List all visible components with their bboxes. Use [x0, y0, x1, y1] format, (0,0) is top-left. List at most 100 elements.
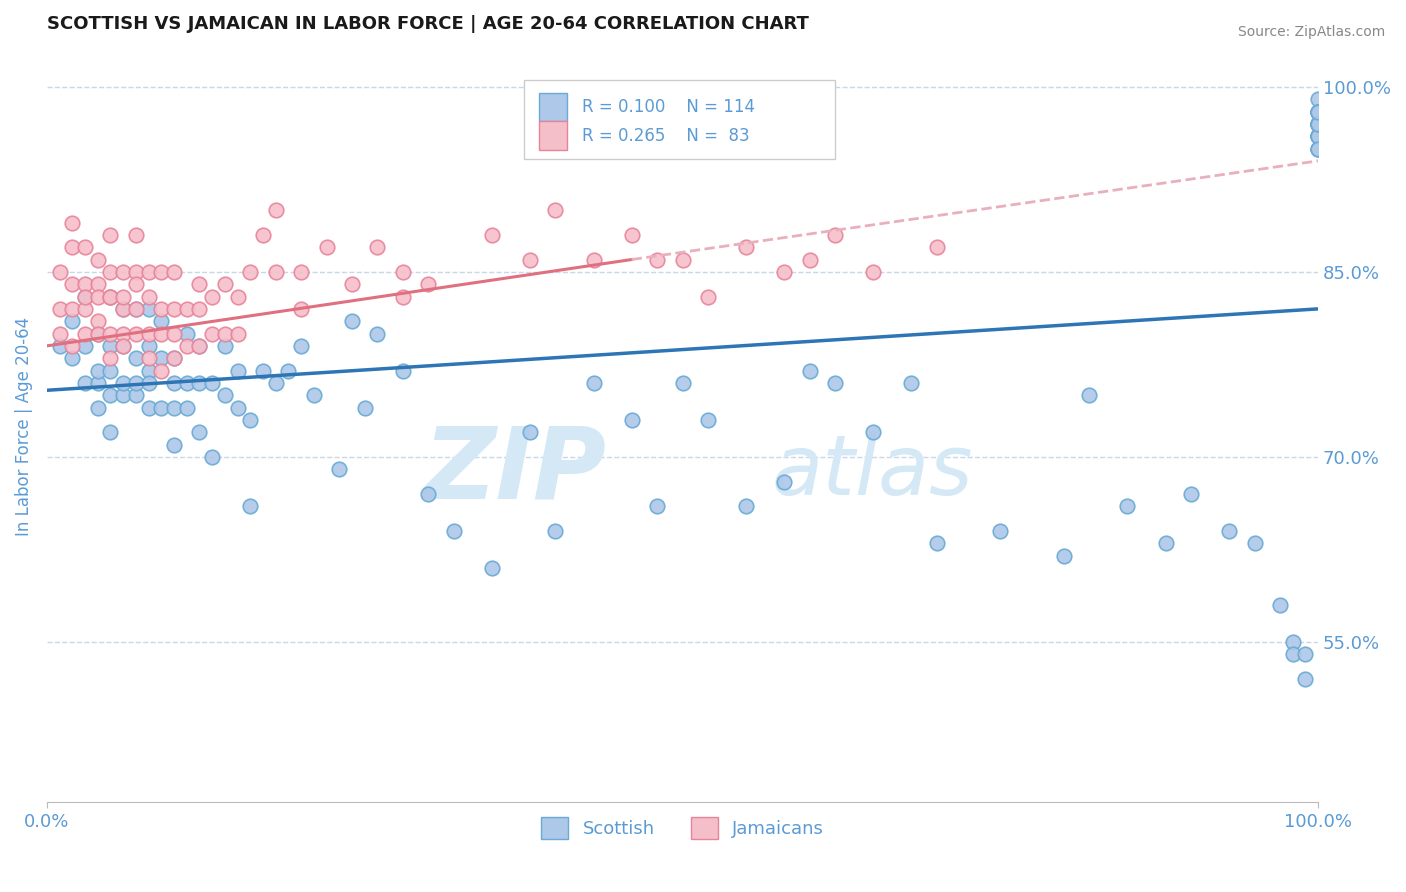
Point [201, 289, 224, 303]
Point [392, 363, 415, 377]
Point [252, 227, 274, 242]
Point [60, 339, 83, 353]
Point [671, 376, 693, 390]
Point [1308, 104, 1330, 119]
Point [125, 351, 148, 366]
Point [176, 339, 198, 353]
Point [544, 203, 567, 218]
Point [1308, 104, 1330, 119]
Point [176, 376, 198, 390]
Point [138, 401, 160, 415]
Point [125, 301, 148, 316]
Point [73, 339, 96, 353]
Point [163, 265, 186, 279]
Point [100, 265, 122, 279]
Point [100, 227, 122, 242]
Point [366, 326, 388, 341]
Point [1053, 549, 1076, 563]
Point [1243, 536, 1265, 550]
Point [366, 240, 388, 254]
Point [163, 351, 186, 366]
Point [392, 265, 415, 279]
Point [48, 265, 70, 279]
Text: atlas: atlas [772, 431, 973, 512]
Text: ZIP: ZIP [423, 423, 606, 520]
Point [112, 388, 135, 402]
Point [87, 289, 110, 303]
Bar [538, 93, 567, 121]
Point [1308, 92, 1330, 106]
Point [697, 289, 720, 303]
Point [925, 536, 948, 550]
Point [125, 227, 148, 242]
Point [1180, 487, 1202, 501]
Point [519, 252, 541, 267]
Point [340, 314, 363, 328]
Point [138, 376, 160, 390]
Point [1308, 117, 1330, 131]
Point [290, 265, 312, 279]
Point [150, 326, 173, 341]
Point [214, 326, 236, 341]
Point [900, 376, 922, 390]
Point [315, 240, 337, 254]
Point [150, 363, 173, 377]
Point [176, 401, 198, 415]
Point [1308, 117, 1330, 131]
Point [87, 314, 110, 328]
Point [150, 265, 173, 279]
Point [1308, 129, 1330, 144]
Point [1308, 141, 1330, 155]
Point [73, 301, 96, 316]
Point [138, 363, 160, 377]
Text: R = 0.100    N = 114: R = 0.100 N = 114 [582, 98, 755, 116]
Point [1308, 104, 1330, 119]
Point [138, 339, 160, 353]
Point [1308, 117, 1330, 131]
Point [100, 289, 122, 303]
Point [112, 376, 135, 390]
Point [620, 227, 643, 242]
Point [735, 500, 758, 514]
Bar [538, 121, 567, 150]
Point [1218, 524, 1240, 538]
Point [48, 339, 70, 353]
Point [1154, 536, 1177, 550]
Point [176, 326, 198, 341]
Point [163, 376, 186, 390]
Point [1281, 635, 1303, 649]
Point [112, 301, 135, 316]
Point [125, 376, 148, 390]
Point [87, 326, 110, 341]
Point [100, 339, 122, 353]
Point [1308, 104, 1330, 119]
Point [1308, 129, 1330, 144]
Point [773, 265, 796, 279]
Point [214, 339, 236, 353]
Point [1078, 388, 1101, 402]
Point [138, 326, 160, 341]
Point [328, 462, 350, 476]
Point [87, 326, 110, 341]
Point [824, 376, 846, 390]
Point [824, 227, 846, 242]
Point [201, 376, 224, 390]
Point [60, 277, 83, 292]
Point [1308, 117, 1330, 131]
Point [60, 314, 83, 328]
Point [620, 413, 643, 427]
Point [239, 413, 262, 427]
Point [277, 363, 299, 377]
Point [697, 413, 720, 427]
Point [100, 363, 122, 377]
Point [48, 326, 70, 341]
Point [988, 524, 1011, 538]
Point [150, 301, 173, 316]
Point [112, 265, 135, 279]
Point [112, 339, 135, 353]
Point [264, 265, 287, 279]
Point [226, 326, 249, 341]
Point [1294, 647, 1316, 661]
Point [1308, 129, 1330, 144]
Point [112, 339, 135, 353]
